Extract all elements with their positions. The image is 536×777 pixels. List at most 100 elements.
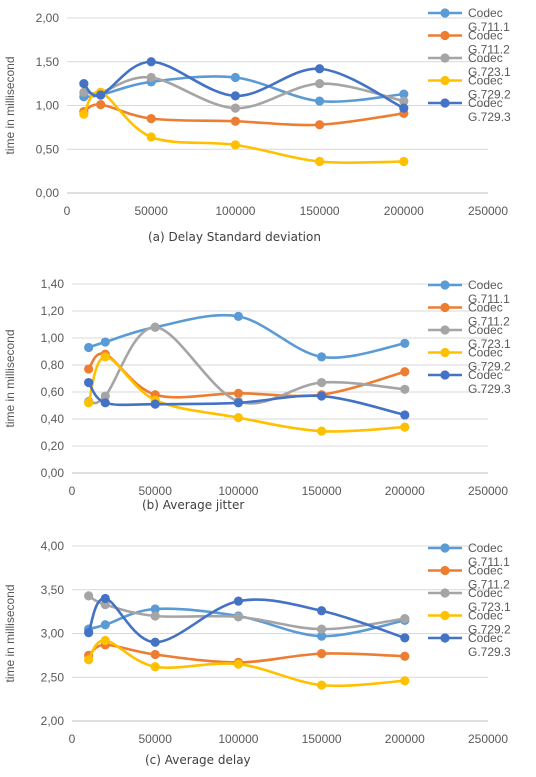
data-point: [317, 631, 327, 641]
legend-label: Codec: [468, 346, 503, 360]
y-tick-label: 0,80: [41, 358, 65, 372]
legend-label: Codec: [468, 6, 503, 20]
legend-label: G.711.2: [468, 578, 510, 592]
legend-marker: [440, 280, 450, 290]
series-line: [88, 313, 406, 359]
legend-label: G.723.1: [468, 65, 511, 79]
data-point: [317, 391, 327, 401]
y-tick-label: 0,40: [41, 412, 65, 426]
data-point: [317, 352, 327, 362]
data-point: [150, 399, 160, 409]
series-line: [87, 597, 406, 644]
x-tick-label: 150000: [302, 732, 342, 746]
data-point: [400, 614, 410, 624]
y-tick-label: 1,00: [36, 99, 60, 113]
data-point: [84, 655, 94, 665]
chart-caption: (c) Average delay: [0, 753, 536, 767]
data-point: [100, 635, 110, 646]
data-point: [400, 410, 410, 420]
data-point: [230, 116, 240, 126]
data-point: [315, 96, 325, 106]
y-tick-label: 2,50: [41, 670, 65, 684]
x-tick-label: 100000: [215, 204, 255, 218]
x-tick-label: 250000: [468, 204, 508, 218]
data-point: [150, 649, 160, 660]
data-point: [84, 628, 94, 638]
data-point: [400, 633, 410, 643]
chart-average-delay: 2,00 2,50 3,00 3,50 4,00 0 50000 100000 150000 20…: [3, 539, 511, 746]
x-tick-label: 0: [69, 732, 76, 746]
x-tick-label: 200000: [385, 732, 425, 746]
data-point: [84, 342, 94, 353]
legend-marker: [440, 370, 450, 380]
data-point: [96, 90, 106, 100]
chart-panel-a: 0,00 0,50 1,00 1,50 2,00 0 50000 100000 150000 20…: [0, 0, 536, 255]
data-point: [233, 388, 243, 398]
legend-label: Codec: [468, 609, 503, 623]
data-point: [400, 384, 410, 394]
legend-label: G.711.1: [468, 20, 510, 34]
data-point: [146, 114, 156, 124]
legend-label: G.711.2: [468, 43, 510, 57]
y-tick-label: 1,20: [41, 304, 65, 318]
legend-marker: [440, 588, 450, 598]
data-point: [400, 338, 410, 348]
data-point: [317, 606, 327, 616]
x-tick-label: 100000: [218, 484, 258, 498]
legend-label: Codec: [468, 541, 503, 555]
y-tick-label: 3,50: [41, 583, 65, 597]
legend-marker: [440, 347, 450, 358]
data-point: [315, 156, 325, 167]
x-tick-label: 250000: [468, 484, 508, 498]
data-point: [150, 637, 160, 647]
data-point: [150, 662, 160, 672]
data-point: [150, 322, 160, 332]
data-point: [100, 337, 110, 347]
x-tick-label: 250000: [468, 732, 508, 746]
legend-label: G.723.1: [468, 337, 511, 351]
data-point: [317, 426, 327, 436]
legend-marker: [440, 543, 450, 553]
y-tick-label: 1,00: [41, 331, 65, 345]
x-tick-label: 0: [69, 484, 76, 498]
y-tick-label: 0,60: [41, 385, 65, 399]
legend-label: Codec: [468, 51, 503, 65]
legend-label: G.729.3: [468, 382, 511, 396]
legend-marker: [440, 302, 450, 313]
caption-text: (c) Average delay: [145, 753, 251, 767]
caption-text: (b) Average jitter: [142, 498, 245, 512]
chart-caption: (a) Delay Standard deviation: [0, 230, 536, 244]
legend-marker: [440, 75, 450, 86]
data-point: [400, 367, 410, 377]
y-tick-label: 0,00: [36, 186, 60, 200]
x-tick-label: 50000: [139, 732, 173, 746]
data-point: [79, 109, 89, 119]
data-point: [100, 352, 110, 362]
legend-label: Codec: [468, 323, 503, 337]
legend-label: Codec: [468, 96, 503, 110]
data-point: [230, 140, 240, 150]
data-point: [399, 103, 409, 113]
legend-label: Codec: [468, 301, 503, 315]
y-tick-label: 2,00: [36, 11, 60, 25]
legend-label: G.729.2: [468, 88, 511, 102]
chart-delay-std-dev: 0,00 0,50 1,00 1,50 2,00 0 50000 100000 150000 20…: [3, 6, 511, 218]
legend-label: Codec: [468, 278, 503, 292]
legend-marker: [440, 53, 450, 63]
data-point: [233, 659, 243, 669]
legend-label: Codec: [468, 74, 503, 88]
data-point: [146, 72, 156, 83]
legend-label: Codec: [468, 631, 503, 645]
x-tick-label: 200000: [385, 484, 425, 498]
legend-label: Codec: [468, 586, 503, 600]
data-point: [84, 398, 94, 408]
data-point: [317, 680, 327, 690]
legend-label: Codec: [468, 29, 503, 43]
data-point: [315, 120, 325, 130]
legend-marker: [440, 30, 450, 41]
x-tick-label: 50000: [135, 204, 169, 218]
data-point: [317, 377, 327, 388]
legend-marker: [440, 610, 450, 621]
legend-label: G.711.1: [468, 555, 510, 569]
data-point: [233, 398, 243, 408]
